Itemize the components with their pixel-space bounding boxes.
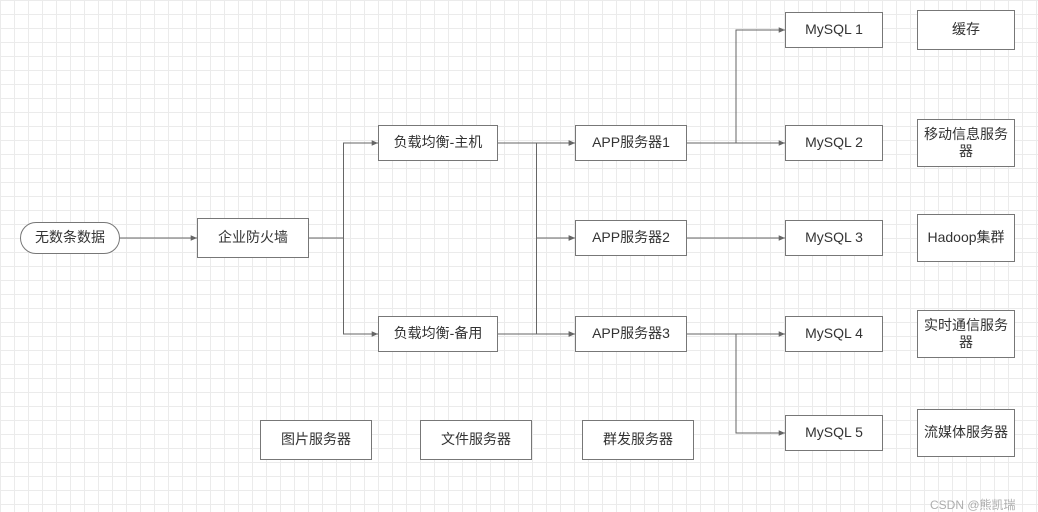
node-data: 无数条数据 bbox=[20, 222, 120, 254]
node-media: 流媒体服务器 bbox=[917, 409, 1015, 457]
node-cache: 缓存 bbox=[917, 10, 1015, 50]
node-mobile: 移动信息服务器 bbox=[917, 119, 1015, 167]
edge-app1-mysql1 bbox=[687, 30, 785, 143]
node-lb2: 负载均衡-备用 bbox=[378, 316, 498, 352]
node-app3: APP服务器3 bbox=[575, 316, 687, 352]
node-mysql4: MySQL 4 bbox=[785, 316, 883, 352]
node-hadoop: Hadoop集群 bbox=[917, 214, 1015, 262]
node-mysql5: MySQL 5 bbox=[785, 415, 883, 451]
node-rtc: 实时通信服务器 bbox=[917, 310, 1015, 358]
node-mysql3: MySQL 3 bbox=[785, 220, 883, 256]
node-lb1: 负载均衡-主机 bbox=[378, 125, 498, 161]
node-mysql2: MySQL 2 bbox=[785, 125, 883, 161]
watermark: CSDN @熊凯瑞 bbox=[930, 496, 1016, 512]
node-app1: APP服务器1 bbox=[575, 125, 687, 161]
node-img: 图片服务器 bbox=[260, 420, 372, 460]
edge-fw-lb2 bbox=[309, 238, 378, 334]
node-mass: 群发服务器 bbox=[582, 420, 694, 460]
edge-lb2-app2 bbox=[498, 238, 575, 334]
node-app2: APP服务器2 bbox=[575, 220, 687, 256]
node-fw: 企业防火墙 bbox=[197, 218, 309, 258]
node-file: 文件服务器 bbox=[420, 420, 532, 460]
edge-fw-lb1 bbox=[309, 143, 378, 238]
node-mysql1: MySQL 1 bbox=[785, 12, 883, 48]
edge-lb1-app2 bbox=[498, 143, 575, 238]
edge-lb1-app3 bbox=[498, 143, 575, 334]
edge-app3-mysql5 bbox=[687, 334, 785, 433]
diagram-canvas: 无数条数据 企业防火墙 负载均衡-主机负载均衡-备用 APP服务器1 APP服务器2 AP… bbox=[0, 0, 1038, 512]
edge-lb2-app1 bbox=[498, 143, 575, 334]
